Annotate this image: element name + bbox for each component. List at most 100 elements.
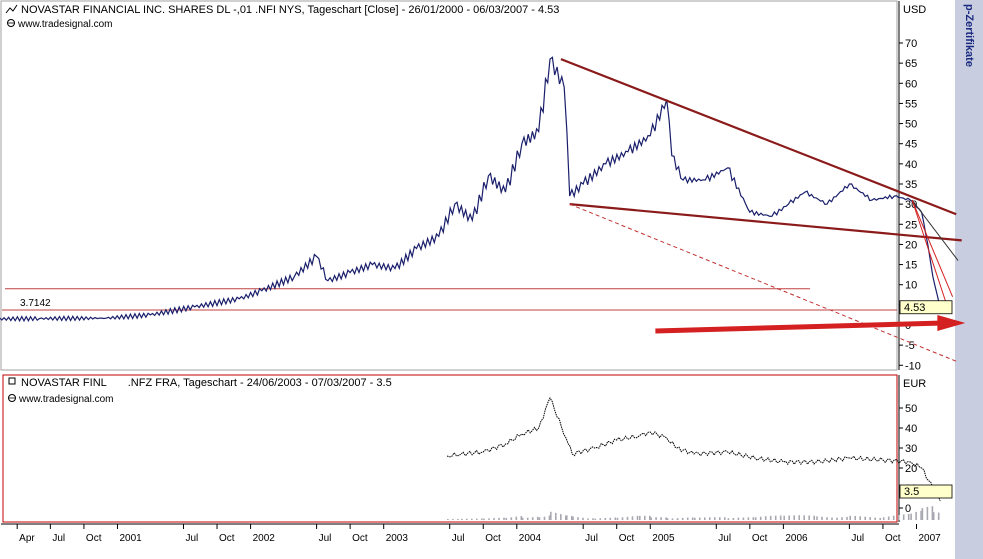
- volume-bar: [902, 514, 905, 520]
- volume-bar: [681, 517, 684, 520]
- volume-bar: [719, 517, 721, 520]
- x-tick-label: Apr: [19, 533, 35, 544]
- bottom-panel-header: NOVASTAR FINL .NFZ FRA, Tageschart - 24/…: [8, 377, 392, 405]
- volume-bar: [655, 517, 657, 520]
- volume-bar: [483, 518, 485, 520]
- top-last-value-box: 4.53: [899, 300, 953, 315]
- support-label: 3.7142: [20, 298, 51, 309]
- x-tick-label: Oct: [752, 533, 768, 544]
- top-currency-label: USD: [903, 4, 926, 16]
- volume-bar: [798, 515, 800, 520]
- bottom-currency-label: EUR: [903, 378, 926, 390]
- volume-bar: [543, 516, 546, 520]
- bottom-panel-title: NOVASTAR FINL .NFZ FRA, Tageschart - 24/…: [21, 377, 392, 389]
- volume-bar: [821, 516, 823, 520]
- volume-bar: [813, 515, 815, 520]
- volume-bar: [769, 515, 772, 520]
- volume-bar: [614, 517, 617, 520]
- x-tick-label: Jul: [718, 533, 731, 544]
- top-panel-frame: [0, 0, 898, 371]
- volume-bar: [550, 511, 552, 520]
- volume-bar: [476, 518, 478, 520]
- volume-bar: [831, 517, 833, 520]
- volume-bar: [616, 517, 619, 520]
- volume-bar: [666, 518, 669, 520]
- top-y-tick-label: 10: [905, 280, 917, 292]
- volume-bar: [571, 516, 573, 520]
- volume-bar: [931, 506, 934, 520]
- volume-bar: [660, 517, 662, 520]
- volume-bar: [808, 515, 810, 520]
- x-tick-label: Jul: [851, 533, 864, 544]
- volume-bar: [709, 517, 711, 520]
- volume-bar: [887, 516, 890, 520]
- x-tick-label: 2005: [652, 533, 675, 544]
- volume-bar: [854, 516, 856, 520]
- volume-bar: [783, 515, 785, 520]
- volume-bar: [447, 519, 449, 520]
- volume-bar: [649, 515, 651, 520]
- volume-bar: [594, 518, 597, 520]
- volume-bar: [699, 517, 701, 520]
- volume-bar: [665, 517, 667, 520]
- volume-bar: [471, 518, 473, 520]
- right-side-strip: [955, 0, 983, 559]
- volume-bar: [742, 517, 745, 520]
- volume-bar: [737, 517, 740, 520]
- volume-bar: [676, 518, 679, 520]
- volume-bar: [510, 517, 513, 520]
- x-tick-label: Oct: [86, 533, 102, 544]
- volume-bar: [724, 517, 726, 520]
- volume-bar: [577, 517, 579, 520]
- volume-bar: [921, 508, 924, 520]
- indicator-icon: [8, 377, 16, 385]
- volume-bar: [727, 518, 730, 520]
- volume-bar: [704, 517, 706, 520]
- x-tick-label: Jul: [52, 533, 65, 544]
- volume-bar: [869, 517, 871, 520]
- volume-bar: [671, 518, 674, 520]
- volume-bar: [849, 515, 851, 520]
- top-y-tick-label: 65: [905, 58, 917, 70]
- top-y-tick-label: 50: [905, 119, 917, 131]
- volume-bars: [447, 506, 940, 520]
- volume-bar: [879, 518, 881, 520]
- side-text: p-Zertifikate: [963, 4, 975, 67]
- x-tick-label: 2006: [785, 533, 808, 544]
- volume-bar: [538, 517, 541, 520]
- bottom-y-tick-label: 50: [905, 403, 917, 415]
- volume-bar: [452, 519, 454, 520]
- volume-bar: [747, 517, 750, 520]
- top-y-tick-label: 55: [905, 98, 917, 110]
- x-tick-label: Oct: [885, 533, 901, 544]
- trendline-lower: [569, 203, 962, 242]
- x-tick-label: Oct: [352, 533, 368, 544]
- red-arrow-annotation: [655, 314, 966, 334]
- volume-bar: [650, 517, 652, 520]
- bottom-last-value-box: 3.5: [899, 484, 953, 499]
- volume-bar: [686, 517, 689, 520]
- volume-bar: [565, 515, 567, 520]
- bottom-price-line: [446, 396, 941, 502]
- volume-bar: [636, 515, 639, 520]
- volume-bar: [920, 510, 922, 520]
- volume-bar: [774, 515, 777, 520]
- top-y-ticks: 7065605550454035302520151050-5-10: [899, 38, 921, 372]
- volume-bar: [779, 515, 782, 520]
- volume-bar: [587, 518, 589, 520]
- volume-bar: [915, 511, 917, 520]
- volume-bar: [531, 517, 534, 520]
- volume-bar: [754, 517, 757, 520]
- volume-bar: [816, 516, 818, 520]
- volume-bar: [604, 518, 607, 520]
- top-y-tick-label: 70: [905, 38, 917, 50]
- volume-bar: [764, 516, 767, 520]
- volume-bar: [793, 515, 795, 520]
- top-y-tick-label: 35: [905, 179, 917, 191]
- volume-bar: [566, 515, 568, 520]
- volume-bar: [639, 515, 641, 520]
- top-panel-watermark: www.tradesignal.com: [17, 19, 112, 30]
- volume-bar: [926, 506, 929, 520]
- volume-bar: [759, 516, 762, 520]
- volume-bar: [466, 518, 468, 520]
